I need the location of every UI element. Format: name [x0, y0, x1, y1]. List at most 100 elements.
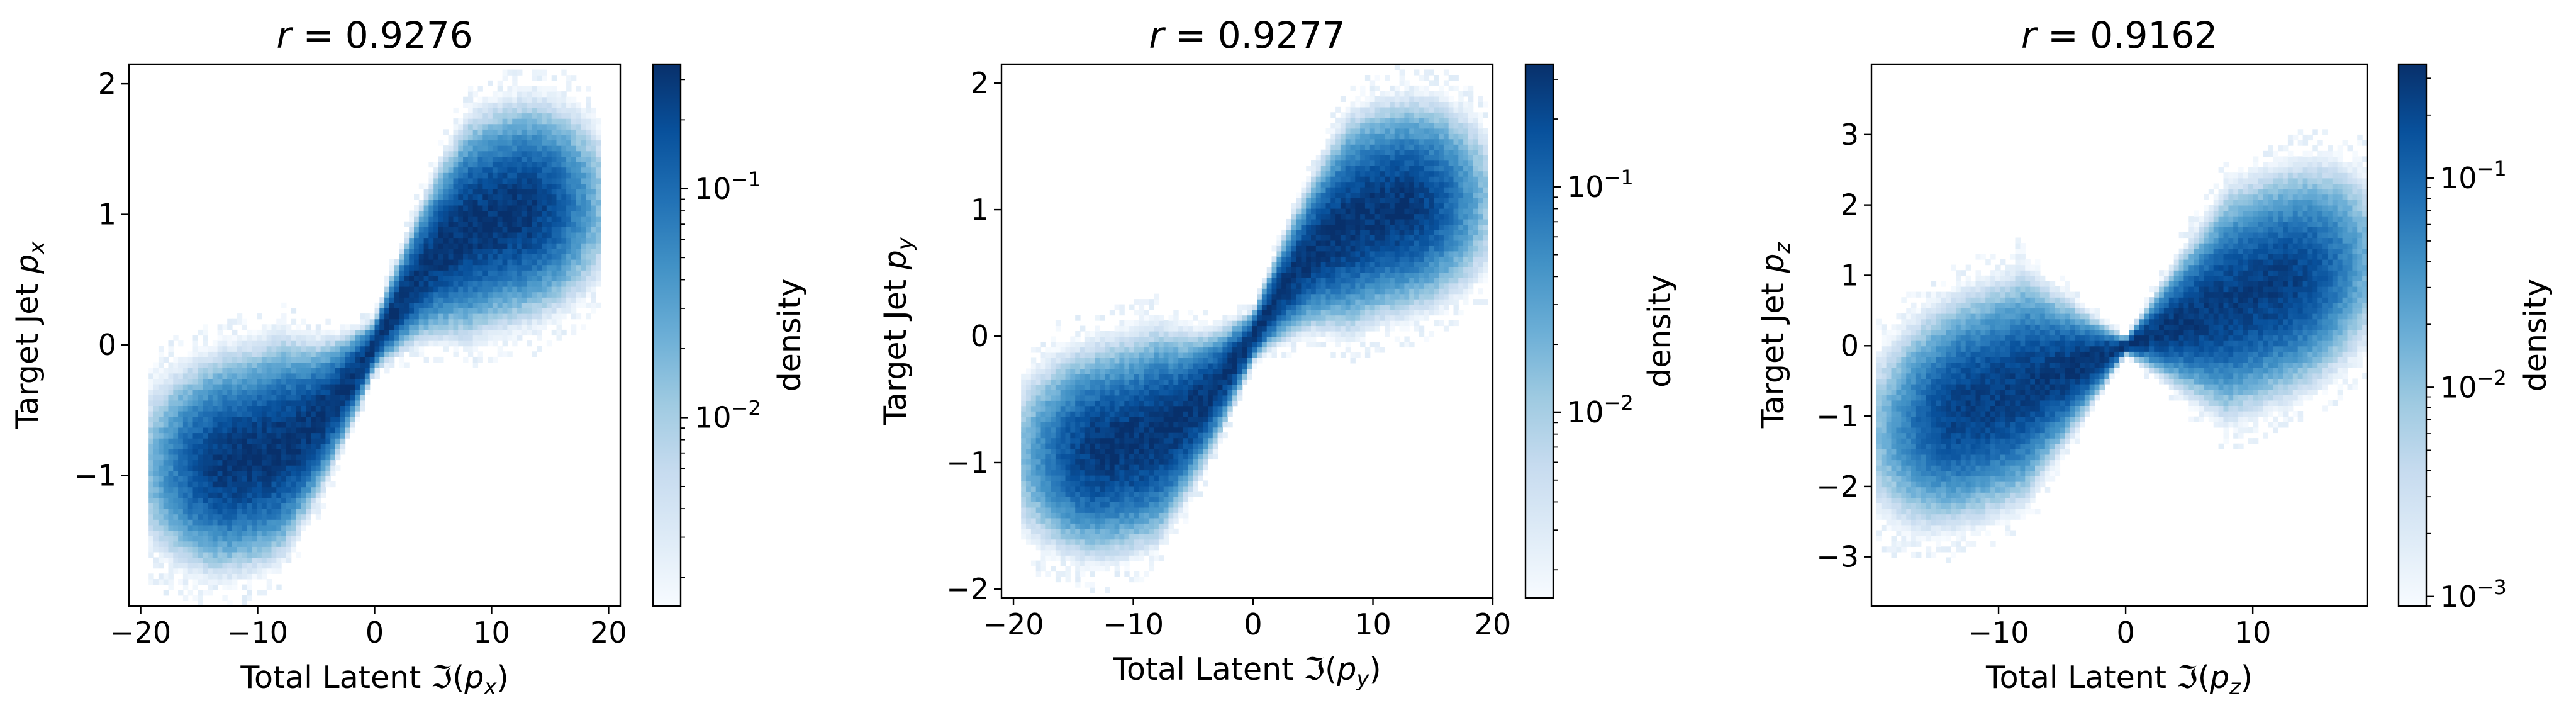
density-bin [512, 113, 518, 119]
density-bin [1149, 384, 1154, 390]
density-bin [340, 432, 346, 439]
density-bin [212, 459, 218, 466]
density-bin [1105, 502, 1110, 508]
density-bin [1075, 422, 1081, 428]
density-bin [266, 563, 272, 569]
density-bin [561, 227, 567, 233]
density-bin [247, 568, 252, 574]
density-bin [1045, 523, 1051, 529]
density-bin [1134, 496, 1140, 502]
density-bin [1075, 534, 1081, 540]
density-bin [521, 156, 528, 162]
density-bin [306, 373, 311, 379]
density-bin [1084, 352, 1091, 358]
density-bin [242, 470, 247, 476]
density-bin [340, 356, 346, 363]
density-bin [488, 80, 493, 86]
density-bin [1030, 560, 1037, 566]
density-bin [1075, 464, 1081, 471]
density-bin [192, 514, 198, 520]
density-bin [1139, 299, 1145, 305]
density-bin [1100, 352, 1105, 358]
density-bin [222, 356, 228, 363]
density-bin [532, 145, 537, 152]
density-bin [576, 286, 582, 293]
density-bin [360, 324, 365, 330]
density-bin [271, 356, 277, 363]
density-bin [532, 129, 537, 135]
density-bin [1060, 470, 1066, 476]
density-bin [591, 291, 596, 298]
density-bin [1163, 480, 1169, 487]
density-bin [306, 487, 311, 493]
density-bin [561, 259, 567, 266]
density-bin [232, 432, 238, 439]
density-bin [158, 470, 164, 476]
density-bin [1134, 363, 1140, 369]
density-bin [1124, 507, 1130, 513]
density-bin [507, 69, 513, 76]
density-bin [1080, 395, 1086, 401]
density-bin [1026, 512, 1032, 519]
density-bin [433, 313, 439, 320]
density-bin [448, 264, 454, 271]
density-bin [1065, 485, 1071, 492]
density-bin [198, 405, 203, 412]
density-bin [492, 302, 498, 308]
density-bin [566, 227, 572, 233]
density-bin [182, 373, 189, 379]
density-bin [542, 194, 547, 200]
density-bin [384, 335, 390, 341]
density-bin [1124, 544, 1130, 551]
density-bin [217, 362, 223, 368]
density-bin [212, 356, 218, 363]
density-bin [257, 551, 262, 558]
density-bin [458, 243, 464, 249]
density-bin [325, 362, 331, 368]
density-bin [306, 356, 311, 363]
density-bin [433, 205, 439, 211]
density-bin [399, 324, 404, 330]
density-bin [497, 248, 503, 254]
density-bin [296, 449, 301, 455]
density-bin [1119, 448, 1125, 454]
density-bin [1075, 437, 1081, 444]
density-bin [409, 270, 415, 276]
density-bin [203, 476, 208, 482]
density-bin [379, 318, 385, 325]
density-bin [1134, 320, 1140, 327]
density-bin [257, 400, 262, 406]
density-bin [1095, 507, 1100, 513]
density-bin [546, 123, 552, 130]
density-bin [1139, 459, 1145, 465]
density-bin [517, 259, 523, 266]
density-bin [232, 514, 238, 520]
density-bin [257, 536, 262, 542]
density-bin [1154, 411, 1159, 417]
density-bin [418, 324, 425, 330]
density-bin [173, 389, 179, 395]
density-bin [591, 232, 596, 239]
density-bin [497, 227, 503, 233]
density-bin [315, 340, 321, 347]
density-bin [477, 205, 483, 211]
density-bin [482, 248, 488, 254]
density-bin [271, 411, 277, 417]
density-bin [1124, 384, 1130, 390]
density-bin [1163, 400, 1169, 407]
density-bin [463, 340, 469, 347]
density-bin [1109, 422, 1115, 428]
density-bin [232, 465, 238, 471]
density-bin [537, 156, 542, 162]
density-bin [178, 356, 184, 363]
density-bin [394, 324, 400, 330]
density-bin [448, 286, 454, 293]
density-bin [335, 405, 341, 412]
density-bin [1144, 437, 1149, 444]
density-bin [497, 259, 503, 266]
density-bin [556, 335, 562, 341]
density-bin [443, 297, 449, 303]
density-bin [404, 275, 410, 281]
density-bin [281, 432, 287, 439]
density-bin [521, 275, 528, 281]
